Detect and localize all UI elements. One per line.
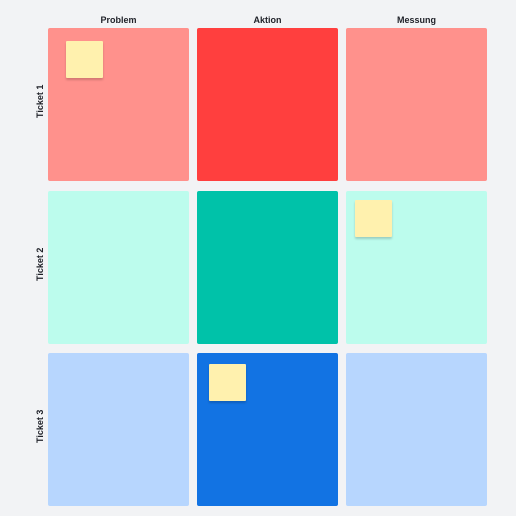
cell-ticket-2-problem[interactable] <box>48 191 189 344</box>
sticky-note[interactable] <box>209 364 246 401</box>
cell-ticket-3-problem[interactable] <box>48 353 189 506</box>
column-header-problem: Problem <box>100 15 137 25</box>
row-header-ticket-2: Ticket 2 <box>35 247 45 281</box>
cell-ticket-1-messung[interactable] <box>346 28 487 181</box>
column-header-messung: Messung <box>396 15 436 25</box>
column-header-aktion: Aktion <box>253 15 282 25</box>
row-header-ticket-1: Ticket 1 <box>35 84 45 118</box>
cell-ticket-1-aktion[interactable] <box>197 28 338 181</box>
sticky-note[interactable] <box>66 41 103 78</box>
cell-ticket-3-messung[interactable] <box>346 353 487 506</box>
cell-ticket-2-aktion[interactable] <box>197 191 338 344</box>
row-header-ticket-3: Ticket 3 <box>35 409 45 443</box>
sticky-note[interactable] <box>355 200 392 237</box>
